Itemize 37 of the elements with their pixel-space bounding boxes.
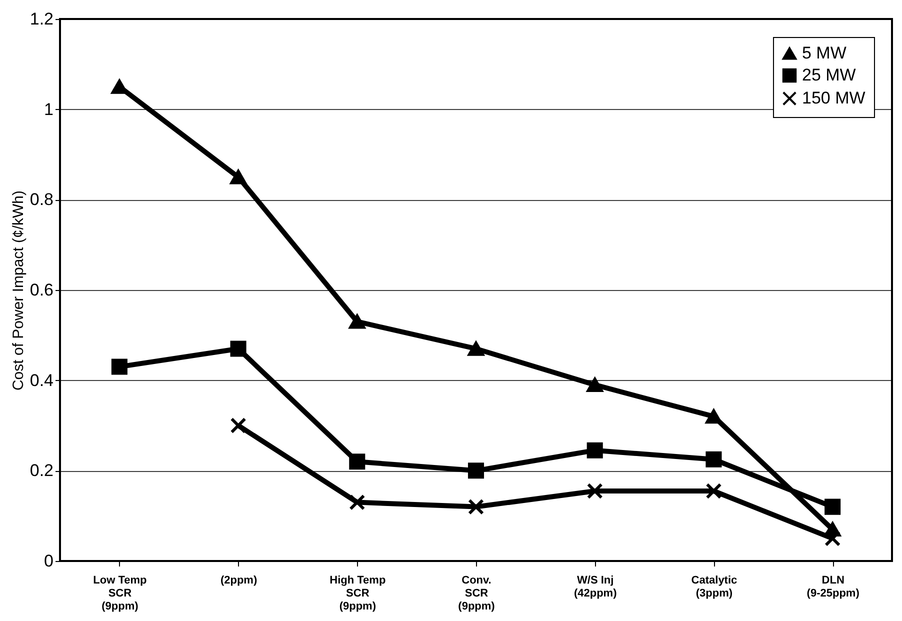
y-tick-label: 0.6 — [30, 280, 54, 300]
point — [586, 482, 603, 500]
point — [349, 494, 366, 510]
y-tick-label: 0.4 — [30, 370, 54, 390]
point — [349, 454, 366, 470]
point — [468, 498, 484, 515]
point — [824, 498, 841, 515]
x-tick-label: High Temp SCR (9ppm) — [330, 574, 386, 612]
y-tick-label: 0 — [44, 552, 54, 570]
legend-label: 5 MW — [802, 44, 846, 62]
point — [230, 170, 246, 184]
x-tick-label: Catalytic (3ppm) — [691, 574, 738, 600]
point — [230, 417, 246, 434]
x-tick-label: (2ppm) — [220, 574, 258, 586]
point — [586, 442, 603, 458]
point — [586, 378, 603, 392]
point — [468, 342, 484, 356]
y-axis-title: Cost of Power Impact (¢/kWh) — [10, 190, 27, 391]
point — [111, 358, 128, 375]
y-tick-label: 0.2 — [30, 461, 54, 480]
y-tick-label: 0.8 — [30, 190, 54, 210]
point — [706, 482, 722, 500]
point — [706, 451, 722, 468]
y-tick-label: 1 — [44, 100, 54, 119]
legend-label: 25 MW — [802, 66, 856, 84]
x-tick-label: DLN (9-25ppm) — [806, 574, 860, 600]
x-tick-label: Low Temp SCR (9ppm) — [93, 574, 147, 612]
point — [824, 530, 841, 546]
point — [468, 462, 484, 479]
point — [706, 409, 722, 424]
x-tick-label: W/S Inj (42ppm) — [574, 574, 618, 600]
point — [230, 340, 246, 357]
legend-label: 150 MW — [802, 88, 866, 108]
point — [349, 314, 366, 329]
x-tick-label: Conv. SCR (9ppm) — [458, 574, 496, 612]
point — [111, 80, 128, 94]
y-tick-label: 1.2 — [30, 10, 54, 28]
